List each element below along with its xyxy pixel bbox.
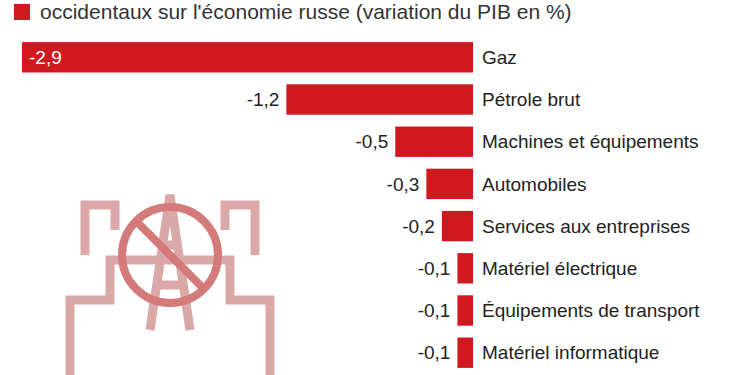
category-label: Automobiles	[482, 174, 587, 195]
bar	[395, 127, 473, 157]
bar	[286, 84, 473, 114]
data-label: -0,1	[418, 258, 451, 279]
icon-ban	[122, 207, 218, 303]
bar	[22, 42, 473, 72]
icon-ban	[136, 221, 204, 289]
category-label: Machines et équipements	[482, 131, 699, 152]
category-label: Équipements de transport	[482, 300, 700, 321]
category-labels: Gaz Pétrole brut Machines et équipements Au…	[482, 47, 700, 363]
category-label: Services aux entreprises	[482, 216, 690, 237]
icon-pipe	[70, 260, 270, 375]
data-label: -0,5	[355, 131, 388, 152]
icon	[70, 195, 270, 375]
bar	[457, 253, 473, 283]
data-label: -0,2	[402, 216, 435, 237]
bar	[426, 169, 473, 199]
bar	[442, 211, 473, 241]
category-label: Matériel informatique	[482, 342, 659, 363]
data-label: -2,9	[29, 47, 62, 68]
title: occidentaux sur l'économie russe (variat…	[40, 0, 572, 23]
category-label: Pétrole brut	[482, 89, 581, 110]
data-label: -1,2	[247, 89, 280, 110]
data-label: -0,1	[418, 300, 451, 321]
bar	[457, 338, 473, 368]
category-label: Matériel électrique	[482, 258, 637, 279]
title-marker	[14, 4, 30, 20]
data-label: -0,3	[387, 174, 420, 195]
category-label: Gaz	[482, 47, 517, 68]
bar	[457, 295, 473, 325]
data-labels: -2,9 -1,2 -0,5 -0,3 -0,2 -0,1 -0,1 -0,1	[29, 47, 450, 363]
data-label: -0,1	[418, 342, 451, 363]
bars	[22, 42, 473, 368]
chart: occidentaux sur l'économie russe (variat…	[0, 0, 750, 375]
icon-tower	[150, 195, 190, 330]
